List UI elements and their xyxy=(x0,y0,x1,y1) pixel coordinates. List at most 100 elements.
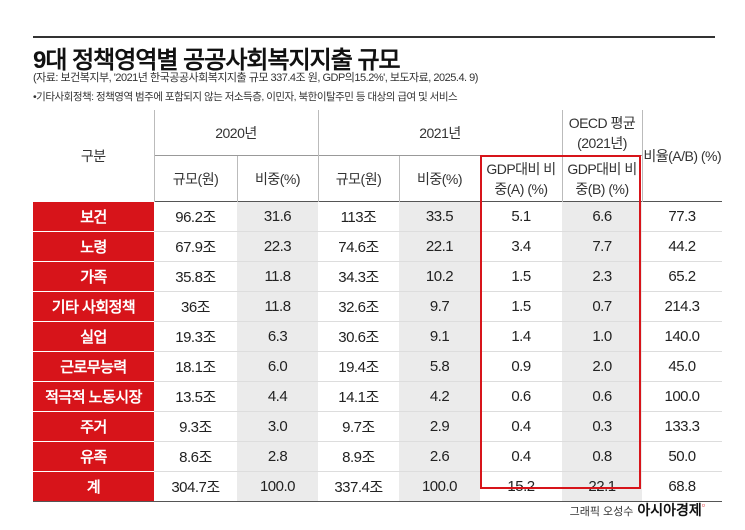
cell-b: 1.0 xyxy=(562,321,643,352)
row-label: 노령 xyxy=(33,231,154,262)
cell-s2021: 8.9조 xyxy=(318,441,399,472)
cell-a: 0.4 xyxy=(480,411,563,442)
cell-r: 214.3 xyxy=(642,291,723,322)
cell-r: 133.3 xyxy=(642,411,723,442)
header-oecd: OECD 평균 (2021년) xyxy=(561,110,643,156)
cell-p2021: 2.6 xyxy=(399,441,480,472)
table-row: 실업 19.3조 6.3 30.6조 9.1 1.4 1.0 140.0 xyxy=(33,321,723,352)
cell-s2020: 67.9조 xyxy=(154,231,237,262)
cell-s2021: 9.7조 xyxy=(318,411,399,442)
cell-s2020: 304.7조 xyxy=(154,471,237,502)
header-2020: 2020년 xyxy=(153,110,318,156)
cell-p2020: 6.3 xyxy=(237,321,318,352)
cell-r: 68.8 xyxy=(642,471,723,502)
table-row: 주거 9.3조 3.0 9.7조 2.9 0.4 0.3 133.3 xyxy=(33,411,723,442)
cell-p2020: 3.0 xyxy=(237,411,318,442)
cell-a: 15.2 xyxy=(480,471,563,502)
table-row: 보건 96.2조 31.6 113조 33.5 5.1 6.6 77.3 xyxy=(33,201,723,232)
table-row: 기타 사회정책 36조 11.8 32.6조 9.7 1.5 0.7 214.3 xyxy=(33,291,723,322)
cell-a: 0.9 xyxy=(480,351,563,382)
cell-s2020: 36조 xyxy=(154,291,237,322)
cell-b: 2.3 xyxy=(562,261,643,292)
cell-s2021: 19.4조 xyxy=(318,351,399,382)
cell-s2021: 113조 xyxy=(318,201,399,232)
row-label: 가족 xyxy=(33,261,154,292)
header-share-2021: 비중(%) xyxy=(398,155,480,202)
header-ratio: 비율(A/B) (%) xyxy=(641,110,723,202)
table-row: 근로무능력 18.1조 6.0 19.4조 5.8 0.9 2.0 45.0 xyxy=(33,351,723,382)
data-table: 구분 2020년 2021년 OECD 평균 (2021년) 비율(A/B) (… xyxy=(33,110,723,502)
cell-p2020: 100.0 xyxy=(237,471,318,502)
cell-s2020: 18.1조 xyxy=(154,351,237,382)
top-rule xyxy=(33,36,715,38)
row-label: 주거 xyxy=(33,411,154,442)
cell-p2020: 31.6 xyxy=(237,201,318,232)
row-label: 계 xyxy=(33,471,154,502)
cell-s2020: 96.2조 xyxy=(154,201,237,232)
cell-s2021: 14.1조 xyxy=(318,381,399,412)
table-row: 가족 35.8조 11.8 34.3조 10.2 1.5 2.3 65.2 xyxy=(33,261,723,292)
cell-p2020: 2.8 xyxy=(237,441,318,472)
cell-a: 0.6 xyxy=(480,381,563,412)
cell-s2021: 34.3조 xyxy=(318,261,399,292)
cell-b: 6.6 xyxy=(562,201,643,232)
cell-s2021: 74.6조 xyxy=(318,231,399,262)
page-title: 9대 정책영역별 공공사회복지지출 규모 xyxy=(33,47,401,74)
cell-r: 77.3 xyxy=(642,201,723,232)
cell-p2021: 2.9 xyxy=(399,411,480,442)
cell-a: 3.4 xyxy=(480,231,563,262)
cell-p2021: 100.0 xyxy=(399,471,480,502)
header-gdp-b: GDP대비 비중(B) (%) xyxy=(561,155,643,202)
cell-b: 0.7 xyxy=(562,291,643,322)
cell-s2021: 337.4조 xyxy=(318,471,399,502)
cell-p2020: 6.0 xyxy=(237,351,318,382)
cell-s2020: 9.3조 xyxy=(154,411,237,442)
cell-b: 0.6 xyxy=(562,381,643,412)
row-label: 보건 xyxy=(33,201,154,232)
table-row: 노령 67.9조 22.3 74.6조 22.1 3.4 7.7 44.2 xyxy=(33,231,723,262)
row-label: 실업 xyxy=(33,321,154,352)
cell-s2020: 13.5조 xyxy=(154,381,237,412)
credit: 그래픽 오성수 아시아경제▫ xyxy=(570,500,705,520)
cell-r: 50.0 xyxy=(642,441,723,472)
row-label: 기타 사회정책 xyxy=(33,291,154,322)
cell-s2021: 30.6조 xyxy=(318,321,399,352)
cell-b: 22.1 xyxy=(562,471,643,502)
header-share-2020: 비중(%) xyxy=(236,155,318,202)
cell-a: 1.5 xyxy=(480,261,563,292)
footnote: •기타사회정책: 정책영역 범주에 포함되지 않는 저소득층, 이민자, 북한이… xyxy=(33,91,458,103)
cell-s2020: 8.6조 xyxy=(154,441,237,472)
header-scale-2021: 규모(원) xyxy=(317,155,399,202)
credit-author: 그래픽 오성수 xyxy=(569,506,634,518)
cell-p2021: 33.5 xyxy=(399,201,480,232)
cell-r: 100.0 xyxy=(642,381,723,412)
cell-p2021: 22.1 xyxy=(399,231,480,262)
cell-a: 1.4 xyxy=(480,321,563,352)
cell-p2021: 9.1 xyxy=(399,321,480,352)
brand-mark-icon: ▫ xyxy=(701,500,705,510)
cell-b: 7.7 xyxy=(562,231,643,262)
row-label: 근로무능력 xyxy=(33,351,154,382)
cell-b: 2.0 xyxy=(562,351,643,382)
cell-p2021: 5.8 xyxy=(399,351,480,382)
cell-r: 65.2 xyxy=(642,261,723,292)
table-row: 적극적 노동시장 13.5조 4.4 14.1조 4.2 0.6 0.6 100.0 xyxy=(33,381,723,412)
cell-s2020: 35.8조 xyxy=(154,261,237,292)
cell-p2020: 11.8 xyxy=(237,261,318,292)
cell-r: 140.0 xyxy=(642,321,723,352)
cell-a: 5.1 xyxy=(480,201,563,232)
cell-b: 0.8 xyxy=(562,441,643,472)
cell-s2020: 19.3조 xyxy=(154,321,237,352)
cell-b: 0.3 xyxy=(562,411,643,442)
cell-p2020: 11.8 xyxy=(237,291,318,322)
table-row: 유족 8.6조 2.8 8.9조 2.6 0.4 0.8 50.0 xyxy=(33,441,723,472)
cell-p2021: 4.2 xyxy=(399,381,480,412)
cell-r: 44.2 xyxy=(642,231,723,262)
row-label: 적극적 노동시장 xyxy=(33,381,154,412)
cell-p2020: 22.3 xyxy=(237,231,318,262)
cell-r: 45.0 xyxy=(642,351,723,382)
cell-p2020: 4.4 xyxy=(237,381,318,412)
header-category: 구분 xyxy=(80,147,106,164)
cell-p2021: 9.7 xyxy=(399,291,480,322)
